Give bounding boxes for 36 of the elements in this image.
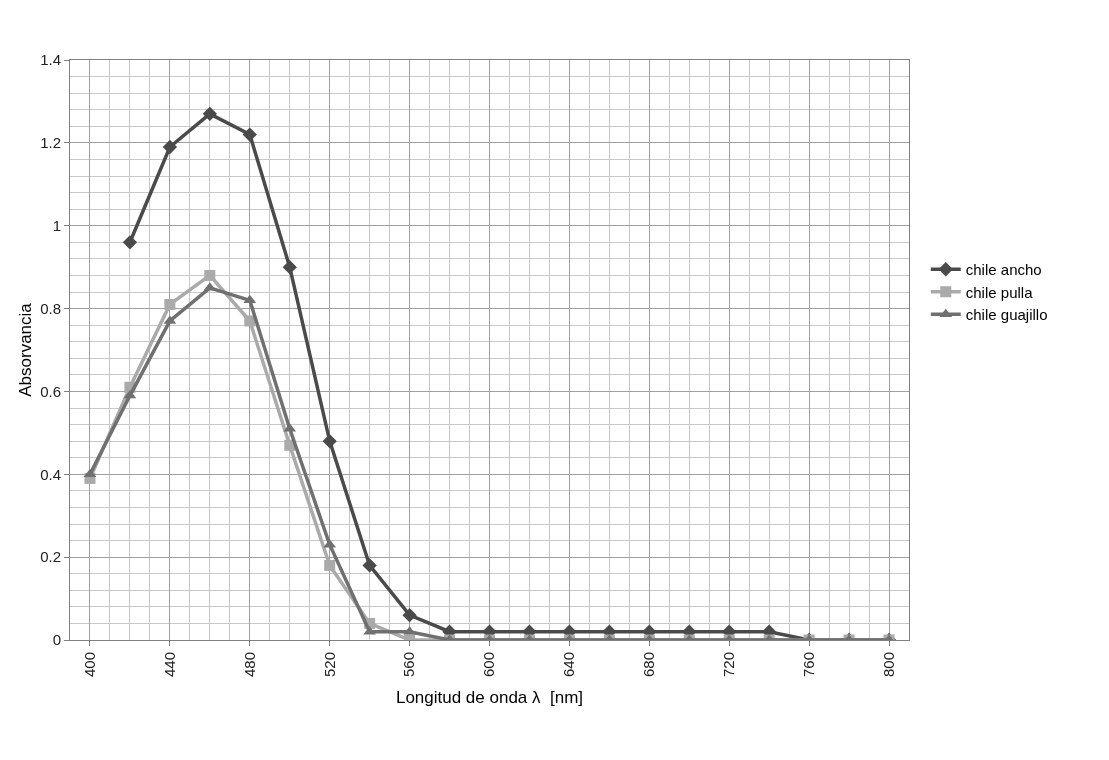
point: [83, 468, 97, 478]
point: [243, 294, 257, 304]
x-tick-label: 560: [400, 652, 418, 678]
point: [202, 106, 217, 122]
y-tick-label: 1: [52, 216, 61, 234]
point: [282, 259, 297, 275]
y-tick-label: 0.6: [40, 382, 61, 400]
x-tick-label: 600: [480, 652, 498, 678]
x-axis-title: Longitud de onda λ [nm]: [395, 688, 584, 708]
x-tick-label: 440: [160, 652, 178, 678]
y-tick-label: 0.8: [40, 299, 61, 317]
x-tick-label: 400: [80, 652, 98, 678]
point: [204, 269, 216, 281]
legend-label: chile ancho: [965, 261, 1042, 279]
x-tick-label: 480: [240, 652, 258, 678]
legend-label: chile pulla: [965, 283, 1034, 301]
point: [242, 127, 257, 142]
point: [244, 315, 256, 327]
y-tick-label: 0.4: [40, 465, 61, 483]
y-axis-title: Absorvancia: [15, 302, 35, 397]
point: [322, 433, 337, 449]
y-tick-label: 1.2: [40, 134, 61, 152]
y-tick-label: 1.4: [40, 51, 61, 69]
x-tick-label: 680: [640, 652, 658, 678]
y-tick-label: 0.2: [40, 548, 61, 566]
x-tick-label: 520: [320, 652, 338, 678]
y-tick-label: 0: [52, 631, 61, 649]
point: [164, 298, 176, 310]
x-tick-label: 760: [799, 652, 817, 678]
point: [324, 559, 336, 571]
legend-label: chile guajillo: [965, 306, 1048, 324]
x-tick-label: 800: [879, 652, 897, 678]
x-tick-label: 720: [720, 652, 738, 678]
point: [122, 235, 138, 250]
x-tick-label: 640: [560, 652, 578, 678]
point: [162, 139, 178, 155]
